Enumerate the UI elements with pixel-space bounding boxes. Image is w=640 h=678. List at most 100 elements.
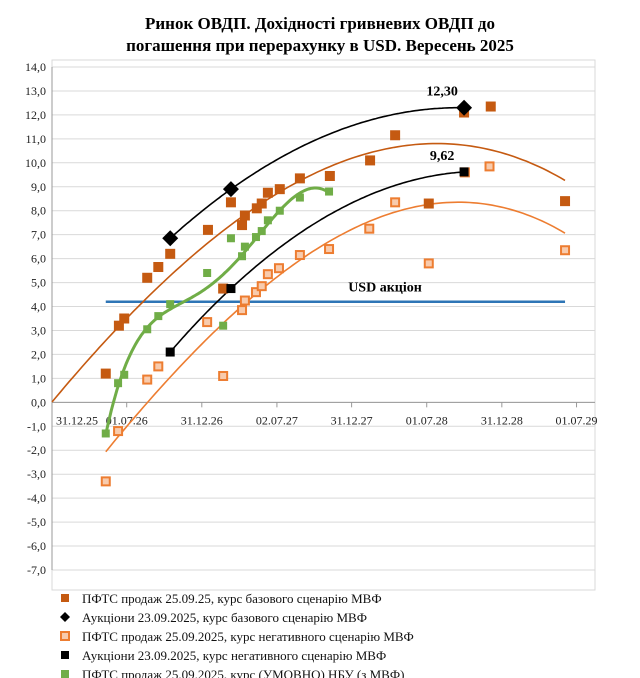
trendline-series-3 (105, 201, 566, 453)
legend-entry: ПФТС продаж 25.09.2025, курс негативного… (82, 629, 414, 644)
y-tick-label: 8,0 (31, 204, 46, 218)
y-tick-label: 10,0 (25, 156, 46, 170)
trendline-series-1 (51, 142, 566, 403)
y-tick-label: -4,0 (27, 491, 46, 505)
legend-entry: ПФТС продаж 25.09.2025, курс (УМОВНО) НБ… (82, 667, 404, 678)
green-square-point (275, 206, 284, 215)
square-point (113, 320, 124, 331)
square-point (237, 220, 248, 231)
square-point (165, 248, 176, 259)
hollow-square-point (153, 361, 164, 372)
y-tick-label: 0,0 (31, 395, 46, 409)
square-point (390, 130, 401, 141)
trendline-series-4 (169, 171, 465, 353)
square-point (218, 283, 229, 294)
green-square-point (203, 268, 212, 277)
hollow-square-point (364, 223, 375, 234)
green-square-point (143, 325, 152, 334)
square-point (239, 210, 250, 221)
square-point (142, 272, 153, 283)
square-point (365, 155, 376, 166)
chart-title-line-1: Ринок ОВДП. Дохідності гривневих ОВДП до (145, 14, 495, 33)
green-square-point (257, 227, 266, 236)
y-tick-label: 11,0 (25, 132, 46, 146)
green-square-point (226, 234, 235, 243)
data-points: 12,30 9,62 (100, 85, 571, 487)
x-tick-label: 31.12.27 (331, 413, 373, 427)
square-point (262, 187, 273, 198)
trendline-series-2 (169, 106, 465, 239)
x-tick-label: 31.12.25 (56, 413, 98, 427)
x-tick-label: 31.12.28 (481, 413, 523, 427)
green-square-point (263, 216, 272, 225)
green-square-point (219, 321, 228, 330)
green-square-point (251, 233, 260, 242)
hollow-square-point (202, 317, 213, 328)
hollow-square-point (324, 244, 335, 255)
y-tick-label: -6,0 (27, 539, 46, 553)
hollow-square-point (218, 370, 229, 381)
green-square-point (295, 193, 304, 202)
legend-entry: Аукціони 23.09.2025, курс базового сцена… (82, 610, 367, 625)
green-square-point (154, 312, 163, 321)
square-point (202, 224, 213, 235)
gridlines (51, 59, 596, 591)
legend-entry: Аукціони 23.09.2025, курс негативного сц… (82, 648, 386, 663)
green-square-point (101, 429, 110, 438)
hollow-square-point (250, 287, 261, 298)
diamond-point (162, 230, 179, 247)
data-label: 12,30 (426, 85, 458, 100)
hollow-square-point (273, 263, 284, 274)
x-tick-label: 01.07.26 (106, 413, 148, 427)
data-label: 9,62 (430, 149, 455, 164)
y-tick-label: 5,0 (31, 276, 46, 290)
y-tick-label: -1,0 (27, 419, 46, 433)
hollow-square-point (256, 281, 267, 292)
y-tick-label: -7,0 (27, 563, 46, 577)
y-tick-label: 1,0 (31, 371, 46, 385)
plot-area-border (51, 59, 596, 591)
hollow-square-point (262, 269, 273, 280)
square-point (256, 198, 267, 209)
square-point (100, 368, 111, 379)
legend-entry: ПФТС продаж 25.09.25, курс базового сцен… (82, 591, 382, 606)
y-tick-label: 3,0 (31, 323, 46, 337)
y-tick-label: -3,0 (27, 467, 46, 481)
hollow-square-point (390, 197, 401, 208)
square-point (225, 197, 236, 208)
trendlines (51, 106, 566, 453)
hollow-square-point (142, 374, 153, 385)
y-tick-label: 9,0 (31, 180, 46, 194)
green-square-point (120, 370, 129, 379)
axes: 14,0 13,0 12,0 11,0 10,0 9,0 8,0 7,0 6,0 5,0 4,0 3,… (25, 60, 598, 577)
legend-hollow-square-icon (60, 631, 70, 641)
y-tick-label: -2,0 (27, 443, 46, 457)
legend-square-icon (61, 670, 69, 678)
diamond-point (222, 181, 239, 198)
trendline-series-5 (104, 186, 330, 435)
green-square-point (240, 242, 249, 251)
diamond-point (456, 99, 473, 116)
y-tick-label: 6,0 (31, 252, 46, 266)
green-square-point (114, 379, 123, 388)
square-point (459, 167, 469, 177)
y-tick-label: 4,0 (31, 300, 46, 314)
square-point (153, 262, 164, 273)
legend-diamond-icon (60, 612, 70, 622)
green-square-point (166, 300, 175, 309)
y-tick-label: 12,0 (25, 108, 46, 122)
x-tick-label: 01.07.28 (406, 413, 448, 427)
x-tick-label: 31.12.26 (181, 413, 223, 427)
legend: ПФТС продаж 25.09.25, курс базового сцен… (60, 591, 414, 678)
x-tick-label: 02.07.27 (256, 413, 298, 427)
y-tick-label: 2,0 (31, 347, 46, 361)
y-tick-label: -5,0 (27, 515, 46, 529)
square-point (294, 173, 305, 184)
hollow-square-point (113, 426, 124, 437)
y-tick-label: 7,0 (31, 228, 46, 242)
square-point (274, 184, 285, 195)
square-point (119, 313, 130, 324)
green-square-point (325, 187, 334, 196)
hollow-square-point (100, 476, 111, 487)
